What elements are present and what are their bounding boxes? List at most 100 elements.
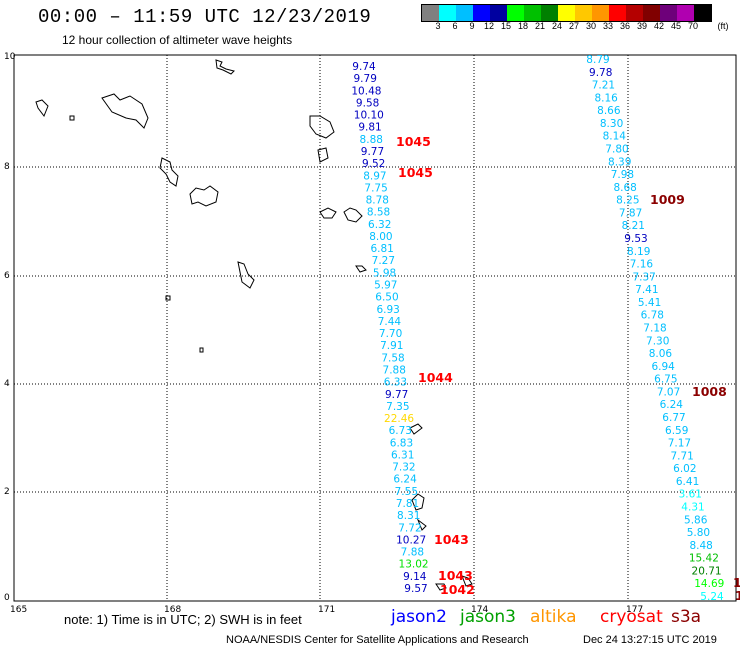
pressure-label: 1009 [650,192,685,207]
island-outline [435,583,447,591]
legend-tick-label: 9 [469,21,475,31]
pressure-label: 1044 [418,370,453,385]
wave-height-value: 5.80 [687,527,710,539]
x-axis-tick-label: 177 [626,605,643,615]
legend-tick-label: 15 [500,21,512,31]
pressure-label: 1 [733,575,740,590]
island-outline [101,93,149,129]
x-axis-tick-label: 171 [318,605,335,615]
legend-unit: (ft) [717,21,729,31]
wave-height-value: 6.24 [660,399,684,411]
y-axis-tick-label: 6 [4,271,10,281]
legend-swatch [558,5,575,21]
wave-height-value: 7.98 [611,169,634,181]
island-outline [199,347,204,353]
legend-tick-label: 33 [602,21,614,31]
wave-height-value: 7.44 [378,316,402,328]
wave-height-value: 7.27 [372,255,395,267]
footer-credit: NOAA/NESDIS Center for Satellite Applica… [226,634,529,646]
wave-height-value: 7.32 [392,462,415,474]
island-outline [416,518,427,531]
y-axis-tick-label: 10 [4,52,16,62]
island-outline [411,493,425,511]
wave-height-value: 8.31 [397,510,420,522]
wave-height-value: 20.71 [692,565,722,577]
legend-swatch [422,5,439,21]
wave-height-value: 6.31 [391,449,414,461]
legend-tick-label: 12 [483,21,495,31]
pressure-label: 1042 [440,582,475,597]
wave-height-value: 8.48 [689,540,712,552]
island-outline [69,115,75,121]
wave-height-value: 7.21 [592,80,615,92]
wave-height-value: 9.81 [358,122,381,134]
wave-height-value: 8.30 [600,118,623,130]
wave-height-value: 7.88 [401,547,424,559]
island-outlines [35,59,473,591]
island-outline [317,147,329,163]
legend-tick-label: 18 [517,21,529,31]
legend-swatch [507,5,524,21]
wave-height-value: 8.78 [366,195,389,207]
wave-height-value: 8.14 [603,131,627,143]
wave-height-value: 9.78 [589,67,612,79]
wave-height-value: 5.98 [373,267,396,279]
island-outline [35,99,49,118]
wave-height-value: 6.75 [654,374,677,386]
island-outline [343,207,363,223]
wave-height-value: 9.74 [352,61,376,73]
wave-height-value: 9.77 [361,146,384,158]
wave-height-value: 7.81 [396,498,419,510]
legend-tick-label: 42 [653,21,665,31]
legend-swatch [677,5,694,21]
wave-height-value: 8.66 [597,105,621,117]
wave-height-value: 15.42 [689,553,719,565]
wave-height-value: 7.30 [646,335,669,347]
x-axis-tick-label: 165 [10,605,27,615]
wave-height-value: 6.94 [651,361,675,373]
map-grid [14,55,736,601]
wave-height-value: 6.83 [390,437,413,449]
wave-height-value: 6.32 [368,219,391,231]
axis-labels: 165 168 171 174 177 10 8 6 4 2 0 [4,52,643,615]
footer-note: note: 1) Time is in UTC; 2) SWH is in fe… [64,612,302,627]
legend-swatch [473,5,490,21]
satellite-jason3-label: jason3 [460,607,516,627]
wave-height-value: 8.06 [649,348,673,360]
wave-height-value: 6.50 [375,292,398,304]
wave-height-value: 6.73 [389,425,412,437]
wave-height-value: 9.58 [356,97,379,109]
wave-height-value: 3.61 [679,489,702,501]
legend-swatch [456,5,473,21]
wave-height-value: 6.02 [673,463,696,475]
legend-swatch [575,5,592,21]
island-outline [461,575,473,587]
wave-height-value: 7.75 [364,182,387,194]
legend-tick-label: 30 [585,21,597,31]
wave-height-value: 9.53 [624,233,647,245]
wave-height-value: 9.79 [354,73,377,85]
footer-timestamp: Dec 24 13:27:15 UTC 2019 [583,634,717,646]
x-axis-tick-label: 174 [471,605,488,615]
wave-height-value: 8.16 [594,92,618,104]
wave-height-value: 4.31 [681,502,704,514]
satellite-cryosat-label: cryosat [600,607,663,627]
wave-height-value: 9.52 [362,158,385,170]
x-axis-tick-label: 168 [164,605,181,615]
legend-swatch [524,5,541,21]
island-outline [237,261,255,289]
wave-height-value: 7.41 [635,284,658,296]
wave-height-value: 7.17 [668,438,691,450]
wave-height-value: 6.59 [665,425,688,437]
legend-tick-label: 24 [551,21,563,31]
pressure-label: 1 [735,588,740,603]
wave-height-value: 7.70 [379,328,402,340]
wave-height-value: 7.87 [619,207,642,219]
wave-height-color-scale [421,4,712,22]
legend-tick-label: 70 [687,21,699,31]
page-subtitle: 12 hour collection of altimeter wave hei… [62,33,293,47]
color-scale-labels: 3 6 9 12 15 18 21 24 27 30 33 36 39 42 45 70 (ft) [421,21,731,33]
pressure-label: 1043 [434,532,469,547]
wave-height-value: 7.35 [386,401,409,413]
